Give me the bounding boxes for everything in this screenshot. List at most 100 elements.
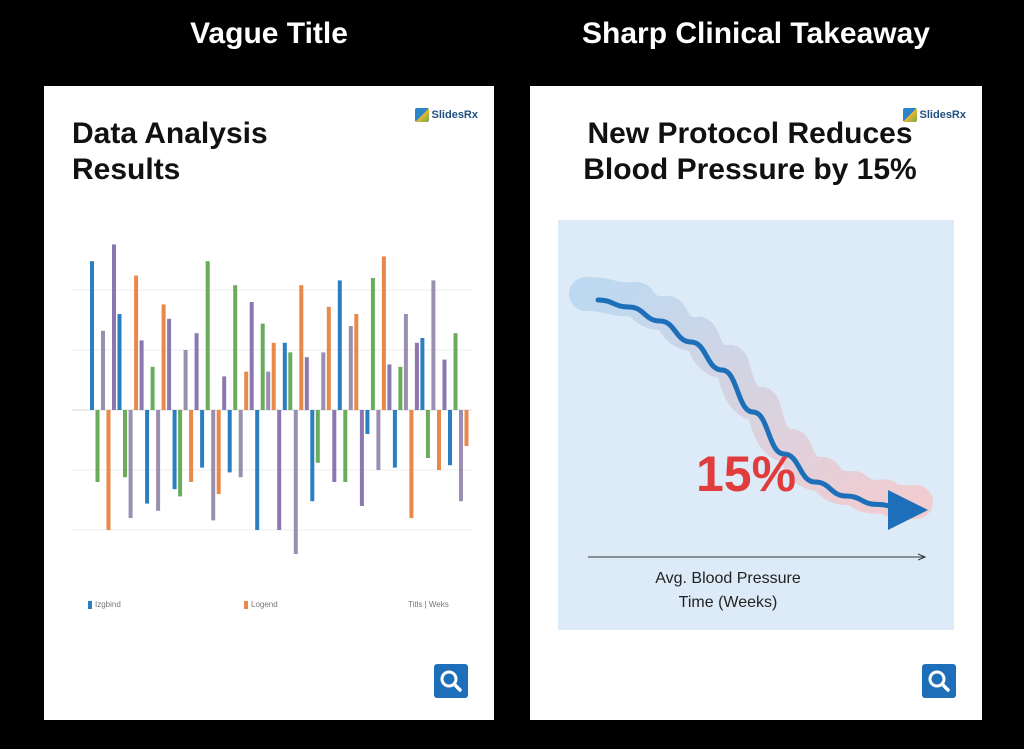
bar xyxy=(392,410,397,468)
bar xyxy=(260,323,265,410)
slide-vague: Data Analysis Results SlidesRx Izgbind L… xyxy=(44,86,494,720)
bar xyxy=(453,333,458,410)
bar xyxy=(161,304,166,410)
bar xyxy=(442,359,447,410)
magnifier-icon xyxy=(928,670,950,692)
legend-label: Logend xyxy=(251,600,278,609)
bar xyxy=(106,410,111,530)
bar xyxy=(376,410,381,470)
bar xyxy=(238,410,243,478)
bar xyxy=(431,280,436,410)
bar xyxy=(194,333,199,410)
bar xyxy=(222,376,227,410)
x-axis-label: Time (Weeks) xyxy=(678,594,778,611)
bp-trend-svg xyxy=(569,277,933,630)
magnifier-icon xyxy=(440,670,462,692)
bar xyxy=(172,410,177,490)
bar xyxy=(244,371,249,410)
bp-trend-chart: 15% Avg. Blood Pressure Time (Weeks) xyxy=(558,220,954,630)
bar xyxy=(459,410,463,502)
bar xyxy=(348,326,353,410)
bar xyxy=(271,342,276,410)
bar xyxy=(255,410,260,530)
bar xyxy=(409,410,414,518)
bar xyxy=(150,366,155,410)
logo-mark-icon xyxy=(414,108,429,122)
bar xyxy=(189,410,194,482)
bar xyxy=(249,302,254,410)
bar xyxy=(282,342,287,410)
bar xyxy=(315,410,320,463)
bar xyxy=(414,342,419,410)
bar xyxy=(145,410,150,504)
bar xyxy=(420,338,425,410)
zoom-button[interactable] xyxy=(434,664,468,698)
trend-band xyxy=(569,277,933,520)
legend-item-2: Logend xyxy=(244,600,278,609)
bar xyxy=(437,410,441,470)
bar xyxy=(354,314,359,410)
bar xyxy=(216,410,221,494)
slide-title-line-1: Data Analysis xyxy=(72,117,268,150)
bar xyxy=(387,364,392,410)
bar xyxy=(211,410,216,521)
bar xyxy=(321,352,326,410)
bar xyxy=(178,410,183,497)
bar xyxy=(112,244,116,410)
legend-swatch-icon xyxy=(244,600,248,609)
bar xyxy=(343,410,348,482)
bar xyxy=(128,410,133,518)
bar xyxy=(326,306,331,410)
bar xyxy=(117,314,122,410)
zoom-button[interactable] xyxy=(922,664,956,698)
bar xyxy=(95,410,100,482)
bar xyxy=(448,410,452,466)
slide-title-line-2: Blood Pressure by 15% xyxy=(583,153,917,186)
slidesrx-logo: SlidesRx xyxy=(414,108,478,122)
slide-title: New Protocol Reduces Blood Pressure by 1… xyxy=(540,116,960,188)
bar xyxy=(332,410,337,482)
bar xyxy=(200,410,205,468)
bar xyxy=(337,280,342,410)
bar xyxy=(277,410,282,530)
legend-label: Titls | Weks xyxy=(408,600,449,609)
bar xyxy=(139,340,144,410)
bar xyxy=(205,261,210,410)
slidesrx-logo: SlidesRx xyxy=(902,108,966,122)
logo-text: SlidesRx xyxy=(919,109,966,121)
bar xyxy=(365,410,370,434)
legend-item-1: Izgbind xyxy=(88,600,121,609)
slide-title-line-1: New Protocol Reduces xyxy=(587,117,913,150)
slide-sharp: New Protocol Reduces Blood Pressure by 1… xyxy=(530,86,982,720)
bar xyxy=(310,410,315,502)
bar xyxy=(90,261,94,410)
bar xyxy=(425,410,430,458)
bar xyxy=(156,410,161,511)
reduction-callout: 15% xyxy=(696,446,797,502)
bar xyxy=(227,410,232,473)
bar xyxy=(167,318,172,410)
logo-text: SlidesRx xyxy=(431,109,478,121)
heading-vague-title: Vague Title xyxy=(190,17,348,50)
bar xyxy=(398,366,403,410)
bar xyxy=(304,357,309,410)
trend-line xyxy=(595,297,928,530)
bar xyxy=(370,278,375,410)
legend-label: Izgbind xyxy=(95,600,121,609)
legend-item-3: Titls | Weks xyxy=(408,600,449,609)
legend-swatch-icon xyxy=(88,600,92,609)
logo-mark-icon xyxy=(902,108,917,122)
bar xyxy=(464,410,469,446)
cluttered-bar-chart xyxy=(72,244,472,554)
bar xyxy=(299,285,304,410)
heading-sharp-takeaway: Sharp Clinical Takeaway xyxy=(582,17,930,50)
bar xyxy=(381,256,386,410)
bar xyxy=(266,371,271,410)
bar xyxy=(183,350,188,410)
bar xyxy=(233,285,238,410)
bar xyxy=(288,352,293,410)
bar xyxy=(123,410,127,478)
slide-title: Data Analysis Results xyxy=(72,116,402,188)
bar xyxy=(359,410,364,506)
bar xyxy=(101,330,105,410)
